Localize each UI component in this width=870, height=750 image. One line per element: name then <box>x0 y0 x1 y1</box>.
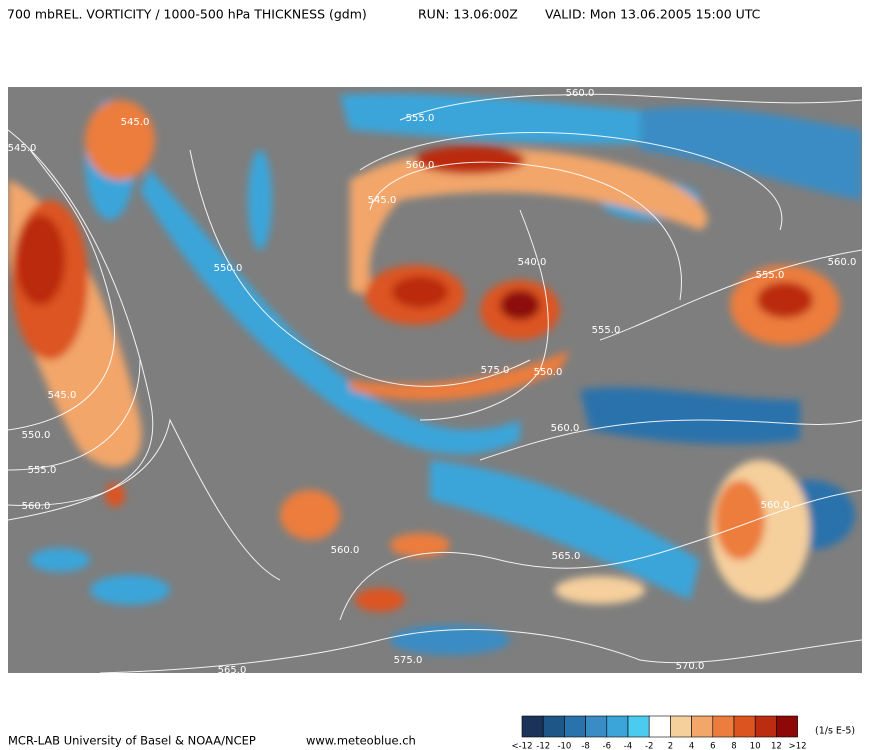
contour-label: 555.0 <box>28 465 57 476</box>
contour-label: 560.0 <box>406 160 435 171</box>
contour-label: 560.0 <box>761 500 790 511</box>
legend-swatch <box>564 715 586 738</box>
legend-swatch <box>754 715 777 738</box>
contour-label: 575.0 <box>394 655 423 666</box>
legend-swatch <box>670 715 692 738</box>
contour-label: 545.0 <box>8 143 37 154</box>
legend-swatch <box>733 715 756 738</box>
contour-label: 560.0 <box>331 545 360 556</box>
contour-label: 560.0 <box>566 88 595 99</box>
legend-label: >12 <box>789 742 807 750</box>
footer-website: www.meteoblue.ch <box>306 734 416 748</box>
header-valid: VALID: Mon 13.06.2005 15:00 UTC <box>545 7 761 22</box>
contour-label: 555.0 <box>592 325 621 336</box>
footer-credit: MCR-LAB University of Basel & NOAA/NCEP <box>8 734 256 748</box>
legend-label: -8 <box>581 742 589 750</box>
contour-label: 575.0 <box>481 365 510 376</box>
contour-label: 560.0 <box>551 423 580 434</box>
legend-label: 4 <box>689 742 694 750</box>
legend-swatch <box>585 715 608 738</box>
legend-label: -10 <box>557 742 571 750</box>
legend-swatch <box>542 715 565 738</box>
contour-label: 560.0 <box>22 501 51 512</box>
contour-label: 545.0 <box>48 390 77 401</box>
header-run: RUN: 13.06:00Z <box>418 7 518 22</box>
legend: <-12 -12 -10 -8 -6 -4 -2 2 4 6 8 10 12 >12 <box>511 715 807 750</box>
contour-label: 565.0 <box>552 551 581 562</box>
thickness-contours <box>8 93 862 673</box>
legend-label: 8 <box>731 742 736 750</box>
legend-label: -6 <box>603 742 611 750</box>
vorticity-field <box>8 93 862 655</box>
legend-label: 12 <box>771 742 782 750</box>
contour-label: 545.0 <box>121 117 150 128</box>
legend-swatch <box>712 715 735 738</box>
contour-label: 550.0 <box>214 263 243 274</box>
legend-swatch <box>691 715 714 738</box>
contour-label: 555.0 <box>756 270 785 281</box>
contour-label: 550.0 <box>22 430 51 441</box>
contour-label: 540.0 <box>518 257 547 268</box>
legend-label: <-12 <box>511 742 532 750</box>
contour-label: 560.0 <box>828 257 857 268</box>
legend-swatch <box>648 715 671 738</box>
legend-label: 10 <box>750 742 761 750</box>
legend-label: -12 <box>536 742 550 750</box>
legend-swatch <box>521 715 544 738</box>
header-title: 700 mbREL. VORTICITY / 1000-500 hPa THIC… <box>7 7 367 22</box>
legend-swatch <box>627 715 650 738</box>
legend-label: 2 <box>668 742 673 750</box>
legend-label: -2 <box>645 742 653 750</box>
contour-label: 545.0 <box>368 195 397 206</box>
map: 545.0 545.0 555.0 560.0 560.0 545.0 550.0 540.0… <box>8 87 862 676</box>
legend-label: 6 <box>710 742 715 750</box>
contour-label: 570.0 <box>676 661 705 672</box>
contour-label: 550.0 <box>534 367 563 378</box>
contour-label: 565.0 <box>218 665 247 676</box>
legend-label: -4 <box>624 742 632 750</box>
legend-swatch <box>776 715 798 738</box>
contour-labels: 545.0 545.0 555.0 560.0 560.0 545.0 550.0 540.0… <box>8 88 857 676</box>
contour-label: 555.0 <box>406 113 435 124</box>
legend-unit: (1/s E-5) <box>815 726 855 737</box>
legend-swatch <box>606 715 629 738</box>
